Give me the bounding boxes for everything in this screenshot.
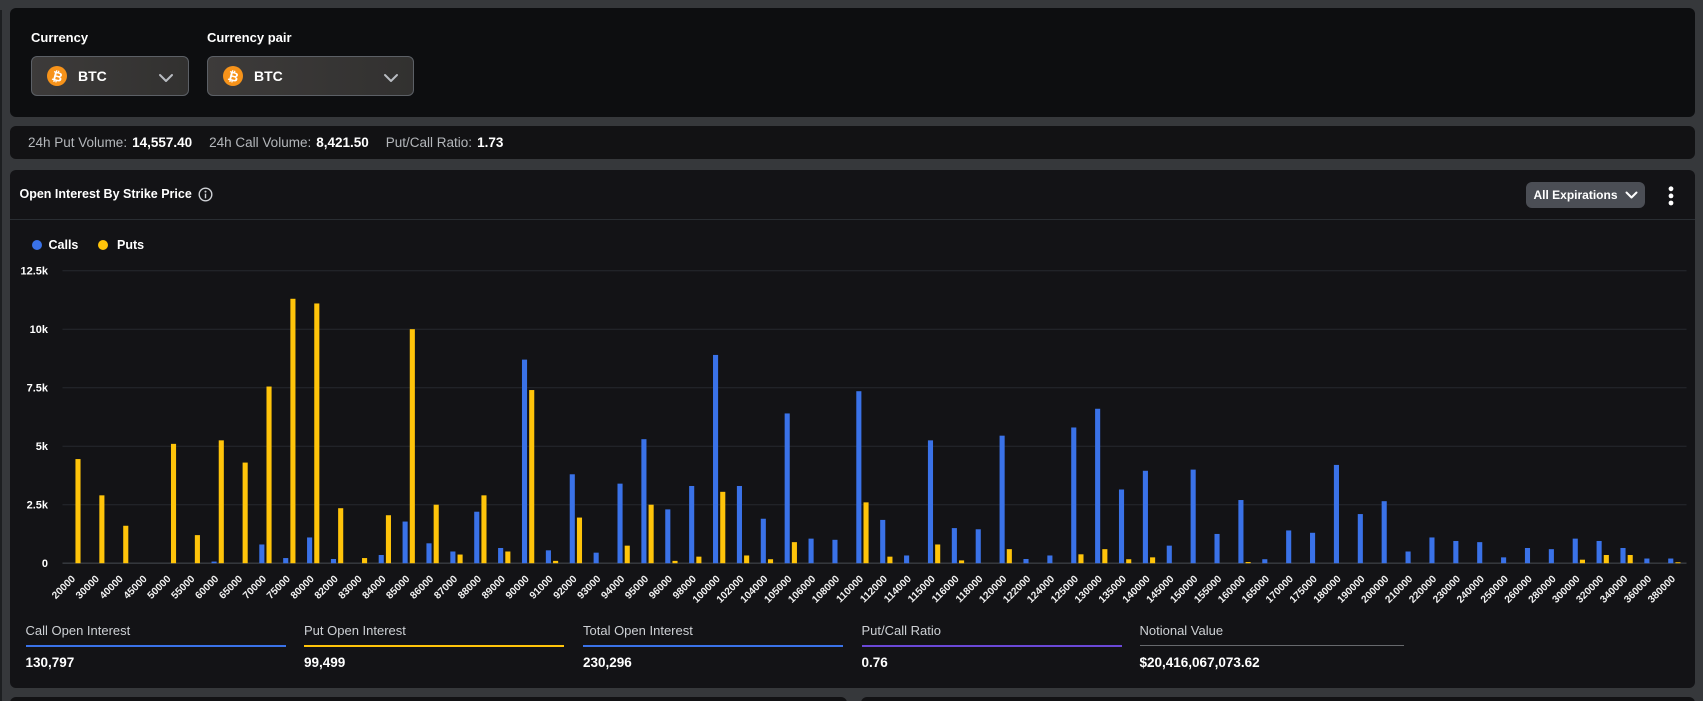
svg-text:96000: 96000 <box>647 574 675 602</box>
svg-text:87000: 87000 <box>432 574 460 602</box>
svg-text:65000: 65000 <box>217 574 245 602</box>
svg-text:80000: 80000 <box>289 574 317 602</box>
svg-text:30000: 30000 <box>74 574 102 602</box>
svg-text:0: 0 <box>42 558 48 570</box>
svg-text:20000: 20000 <box>50 574 78 602</box>
svg-text:82000: 82000 <box>313 574 341 602</box>
svg-text:10k: 10k <box>30 324 49 336</box>
svg-text:50000: 50000 <box>146 574 174 602</box>
svg-text:12.5k: 12.5k <box>20 266 48 278</box>
svg-text:84000: 84000 <box>361 574 389 602</box>
svg-text:70000: 70000 <box>241 574 269 602</box>
svg-text:91000: 91000 <box>528 574 556 602</box>
svg-text:92000: 92000 <box>552 574 580 602</box>
svg-text:60000: 60000 <box>193 574 221 602</box>
svg-text:90000: 90000 <box>504 574 532 602</box>
svg-text:7.5k: 7.5k <box>27 383 49 395</box>
svg-text:86000: 86000 <box>408 574 436 602</box>
svg-text:40000: 40000 <box>98 574 126 602</box>
svg-text:2.5k: 2.5k <box>27 500 49 512</box>
svg-text:93000: 93000 <box>576 574 604 602</box>
svg-text:45000: 45000 <box>122 574 150 602</box>
svg-text:380000: 380000 <box>1646 574 1678 606</box>
svg-text:75000: 75000 <box>265 574 293 602</box>
svg-text:95000: 95000 <box>623 574 651 602</box>
svg-text:89000: 89000 <box>480 574 508 602</box>
svg-text:5k: 5k <box>36 441 49 453</box>
svg-text:83000: 83000 <box>337 574 365 602</box>
svg-text:55000: 55000 <box>170 574 198 602</box>
svg-text:94000: 94000 <box>599 574 627 602</box>
svg-text:88000: 88000 <box>456 574 484 602</box>
svg-text:85000: 85000 <box>385 574 413 602</box>
